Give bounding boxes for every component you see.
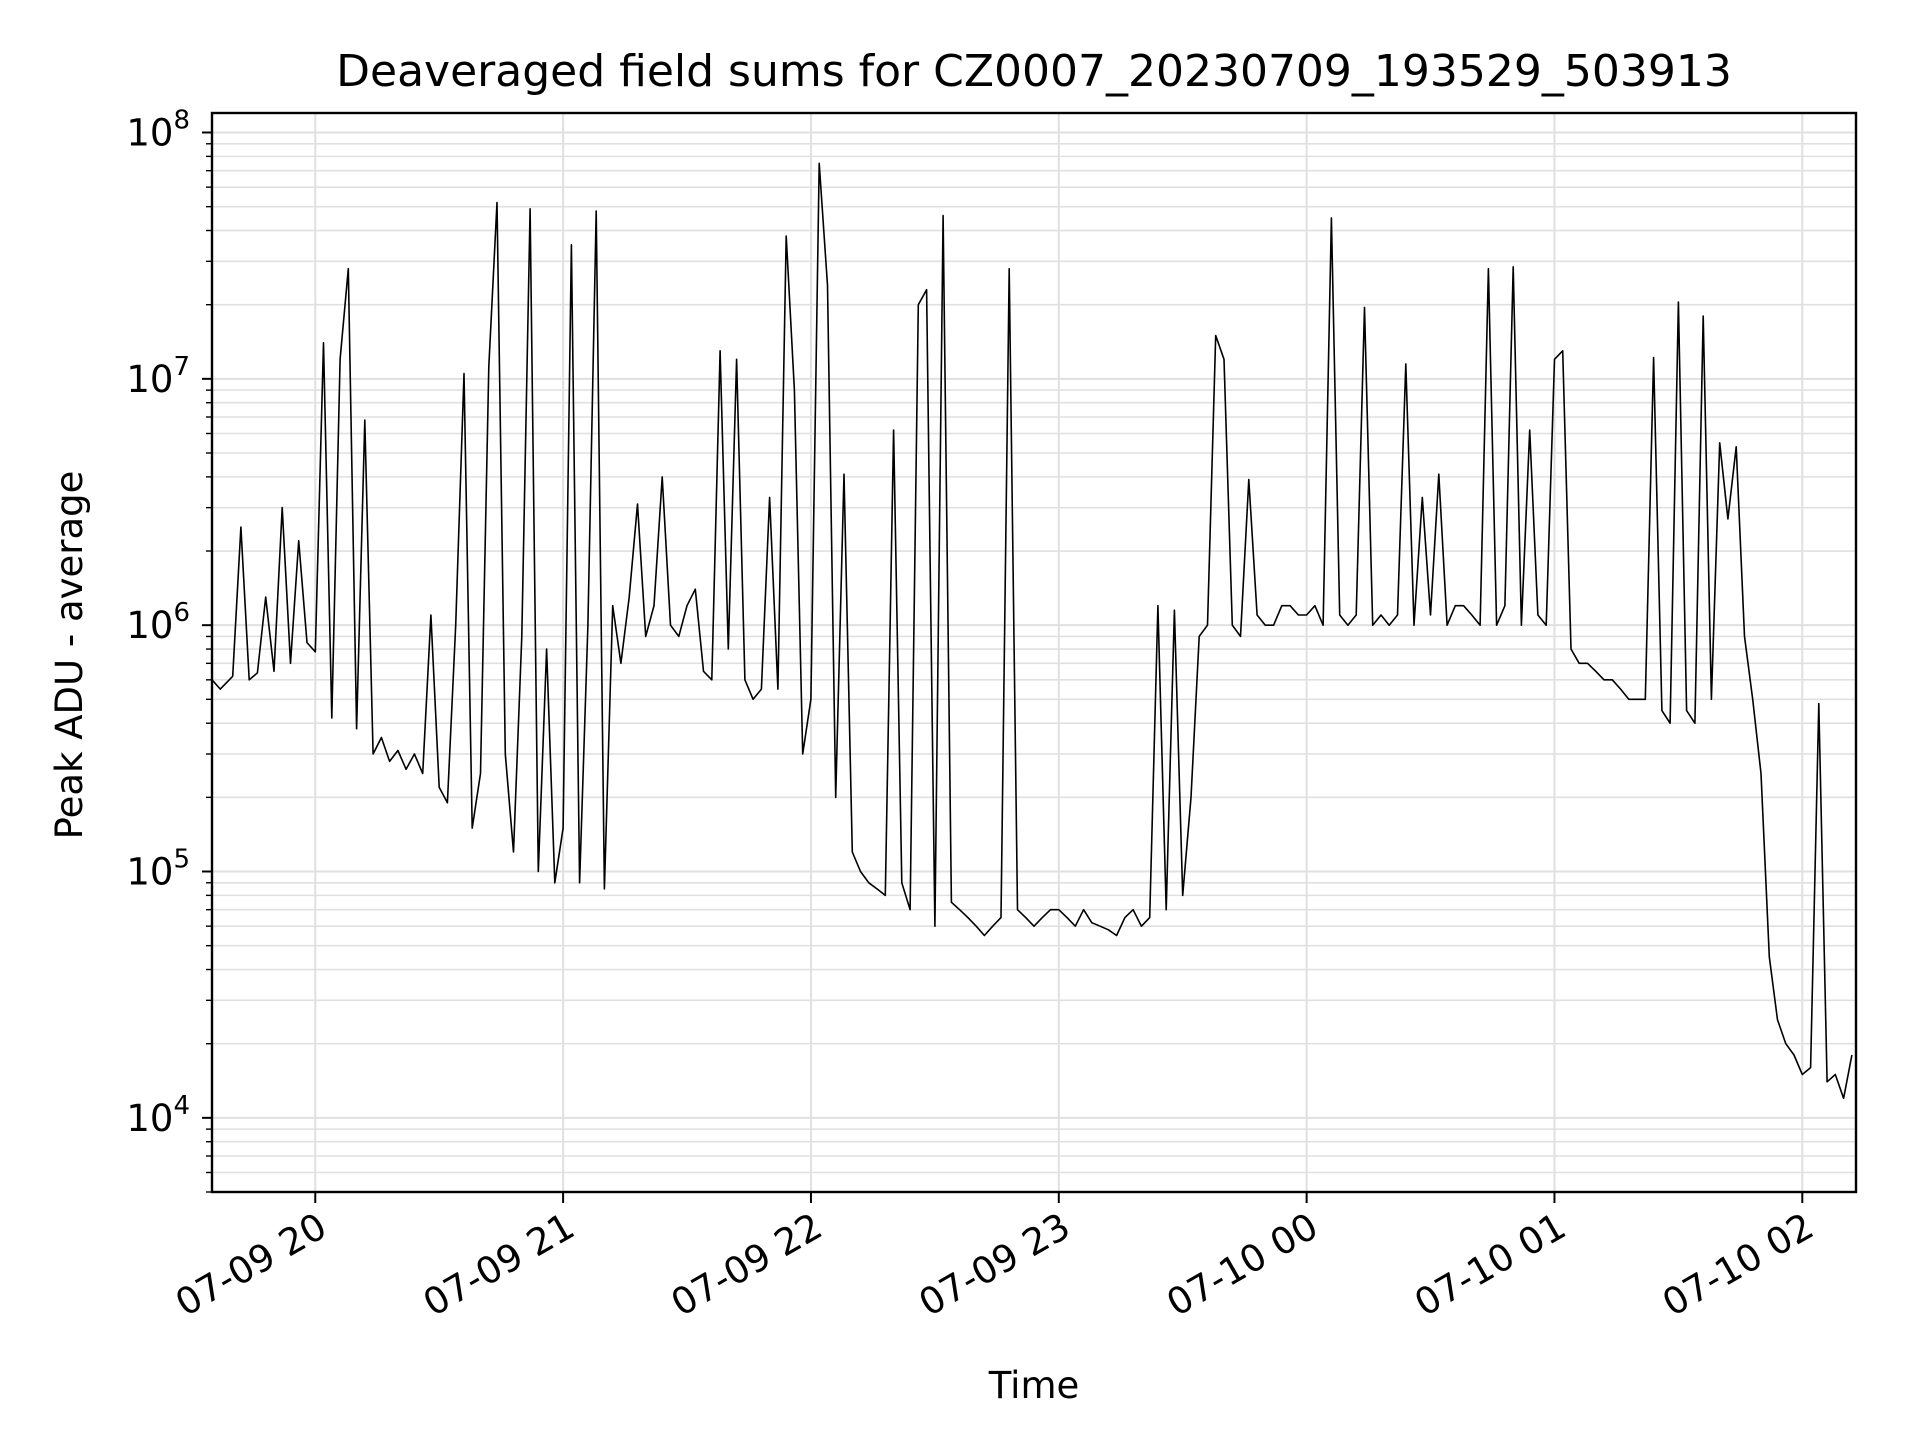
y-tick-base: 10 [126, 1097, 173, 1140]
y-tick-base: 10 [126, 358, 173, 401]
y-tick-label: 104 [126, 1091, 190, 1140]
y-tick-label: 106 [126, 598, 190, 647]
y-tick-exponent: 7 [173, 352, 190, 382]
y-tick-label: 108 [126, 106, 190, 155]
y-axis-label: Peak ADU - average [48, 471, 91, 840]
y-tick-exponent: 6 [173, 598, 190, 628]
series-line-0 [211, 162, 1853, 1100]
y-tick-base: 10 [126, 112, 173, 155]
y-tick-exponent: 8 [173, 106, 190, 136]
y-tick-base: 10 [126, 851, 173, 894]
x-axis-label: Time [988, 1364, 1080, 1407]
y-tick-exponent: 5 [173, 845, 190, 875]
plot-area-frame [210, 111, 1858, 1194]
y-tick-base: 10 [126, 604, 173, 647]
y-tick-label: 107 [126, 352, 190, 401]
y-tick-exponent: 4 [173, 1091, 190, 1121]
series-layer [211, 162, 1853, 1100]
axis-ticks [202, 131, 1804, 1203]
y-tick-label: 105 [126, 845, 190, 894]
chart-title: Deaveraged field sums for CZ0007_2023070… [336, 46, 1732, 97]
grid-lines [212, 113, 1856, 1193]
